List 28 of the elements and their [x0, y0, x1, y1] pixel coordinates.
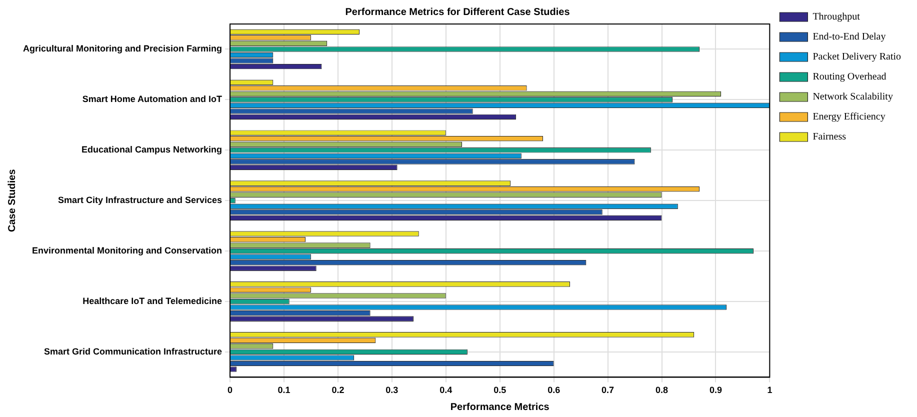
x-tick-label: 0.2 [332, 385, 344, 396]
x-tick-label: 1 [767, 385, 772, 396]
x-tick-label: 0.6 [548, 385, 560, 396]
y-tick-label: Environmental Monitoring and Conservation [32, 246, 222, 256]
legend-label: End-to-End Delay [812, 32, 886, 43]
legend-label: Network Scalability [812, 92, 893, 103]
y-tick-label: Smart Grid Communication Infrastructure [44, 346, 222, 356]
y-tick-label: Educational Campus Networking [81, 144, 222, 155]
legend-label: Throughput [812, 12, 860, 23]
legend-label: Packet Delivery Ratio [812, 52, 902, 63]
y-tick-label: Agricultural Monitoring and Precision Farming [23, 44, 222, 54]
y-tick-label: Healthcare IoT and Telemedicine [82, 296, 222, 306]
legend-label: Routing Overhead [812, 72, 886, 83]
y-tick-label: Smart Home Automation and IoT [82, 94, 223, 104]
x-tick-label: 0.4 [440, 385, 452, 396]
x-tick-label: 0.9 [709, 385, 722, 396]
y-axis-title: Case Studies [6, 168, 18, 232]
legend-label: Fairness [812, 132, 846, 143]
chart-title: Performance Metrics for Different Case Studies [345, 6, 570, 18]
x-tick-label: 0.1 [278, 385, 290, 396]
x-tick-label: 0.8 [656, 385, 668, 396]
x-tick-label: 0.5 [494, 385, 506, 396]
x-axis-title: Performance Metrics [450, 402, 550, 413]
x-tick-label: 0.3 [386, 385, 398, 396]
y-tick-label: Smart City Infrastructure and Services [58, 195, 222, 206]
legend-label: Energy Efficiency [812, 112, 886, 123]
x-tick-label: 0.7 [602, 385, 614, 396]
x-tick-label: 0 [228, 385, 233, 396]
